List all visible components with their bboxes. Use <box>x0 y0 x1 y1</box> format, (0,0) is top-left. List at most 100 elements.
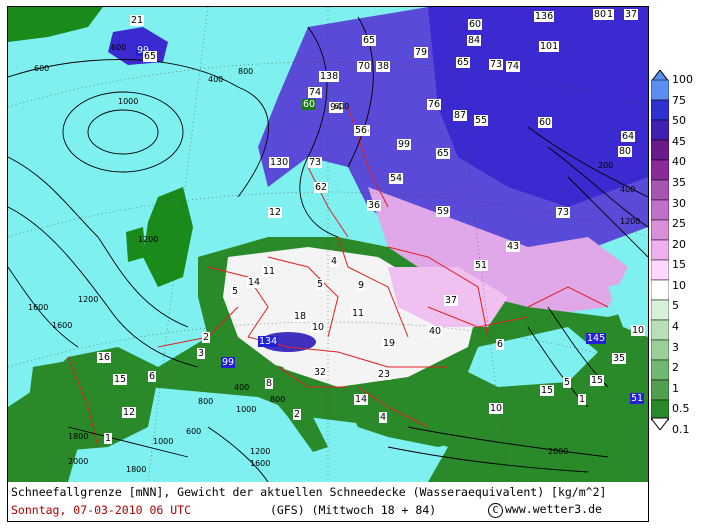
snow-label: 94 <box>329 102 344 113</box>
snow-label: 6 <box>496 339 505 350</box>
snow-label: 65 <box>436 148 451 159</box>
legend-tick-label: 30 <box>672 196 686 210</box>
isoline-label: 2000 <box>548 447 569 456</box>
snow-label: 99 <box>397 139 412 150</box>
isoline-label: 2000 <box>68 457 89 466</box>
snow-label: 11 <box>351 308 366 319</box>
legend-tick-label: 5 <box>672 299 679 313</box>
isoline-label: 400 <box>620 185 636 194</box>
snow-label: 37 <box>624 9 639 20</box>
snow-label: 43 <box>506 241 521 252</box>
legend-swatch <box>651 99 669 121</box>
snow-label: 99 <box>221 357 236 368</box>
isoline-label: 1200 <box>78 295 99 304</box>
snow-label: 2 <box>293 409 302 420</box>
isoline-label: 1000 <box>236 405 257 414</box>
legend-swatch <box>651 199 669 221</box>
snow-label: 79 <box>414 47 429 58</box>
britain <box>143 187 193 287</box>
snow-label: 4 <box>379 412 388 423</box>
snow-label: 10 <box>489 403 504 414</box>
snow-label: 36 <box>367 200 382 211</box>
isoline-label: 1800 <box>68 432 89 441</box>
ireland <box>126 227 146 262</box>
italy <box>263 362 328 452</box>
caspian-sea <box>608 277 648 337</box>
map-canvas <box>8 7 648 482</box>
snow-label: 145 <box>586 333 607 344</box>
snow-label: 1 <box>578 394 587 405</box>
snow-label: 32 <box>313 367 328 378</box>
legend-swatch <box>651 239 669 261</box>
isoline-label: 1200 <box>620 217 641 226</box>
snow-label: 65 <box>143 51 158 62</box>
legend-swatch <box>651 79 669 101</box>
copyright-icon: C <box>488 503 503 518</box>
legend-tick-label: 15 <box>672 258 686 272</box>
snow-label: 74 <box>308 87 323 98</box>
snow-label: 21 <box>130 15 145 26</box>
legend-tick-label: 20 <box>672 237 686 251</box>
legend-swatch <box>651 319 669 341</box>
snow-label: 54 <box>389 173 404 184</box>
snow-label: 59 <box>436 206 451 217</box>
snow-label: 9 <box>357 280 366 291</box>
legend-swatch <box>651 159 669 181</box>
isoline-label: 1200 <box>138 235 159 244</box>
isoline-label: 800 <box>270 395 286 404</box>
snow-label: 138 <box>319 71 340 82</box>
legend-swatch <box>651 359 669 381</box>
isoline-label: 600 <box>34 64 50 73</box>
snow-label: 62 <box>314 182 329 193</box>
snow-label: 15 <box>113 374 128 385</box>
snow-label: 80 <box>618 146 633 157</box>
snow-label: 84 <box>467 35 482 46</box>
snow-label: 74 <box>506 61 521 72</box>
snow-label: 56 <box>354 125 369 136</box>
model-info: (GFS) (Mittwoch 18 + 84) <box>270 503 437 517</box>
legend-swatch <box>651 279 669 301</box>
snow-label: 10 <box>311 322 326 333</box>
run-date: Sonntag, 07-03-2010 06 UTC <box>11 503 192 517</box>
snow-label: 5 <box>316 279 325 290</box>
snow-label: 12 <box>268 207 283 218</box>
snow-label: 12 <box>122 407 137 418</box>
snow-label: 40 <box>428 326 443 337</box>
isoline-label: 600 <box>186 427 202 436</box>
legend-swatch <box>651 259 669 281</box>
legend-tick-label: 4 <box>672 320 679 334</box>
snow-label: 51 <box>630 393 645 404</box>
isoline-label: 1600 <box>250 459 271 468</box>
snow-label: 6 <box>148 371 157 382</box>
legend-bottom-arrow <box>651 417 669 430</box>
snow-label: 136 <box>534 11 555 22</box>
snow-label: 76 <box>427 99 442 110</box>
legend-tick-label: 50 <box>672 114 686 128</box>
snow-label: 60 <box>468 19 483 30</box>
snow-label: 65 <box>456 57 471 68</box>
legend-tick-label: 0.1 <box>672 423 690 436</box>
map-footer: Schneefallgrenze [mNN], Gewicht der aktu… <box>7 482 649 522</box>
snow-label: 23 <box>377 369 392 380</box>
snow-label: 65 <box>362 35 377 46</box>
legend-tick-label: 1 <box>672 381 679 395</box>
isolines <box>8 16 648 482</box>
snow-label: 15 <box>540 385 555 396</box>
isoline-label: 1800 <box>126 465 147 474</box>
snow-label: 11 <box>262 266 277 277</box>
legend-tick-label: 10 <box>672 278 686 292</box>
snow-label: 1 <box>104 433 113 444</box>
isoline-label: 1600 <box>28 303 49 312</box>
snow-deep-north <box>428 7 648 207</box>
snow-label: 55 <box>474 115 489 126</box>
legend-tick-label: 3 <box>672 340 679 354</box>
turkey <box>478 387 648 467</box>
legend-swatch <box>651 139 669 161</box>
isoline-label: 1000 <box>153 437 174 446</box>
snow-label: 4 <box>330 256 339 267</box>
snow-label: 73 <box>308 157 323 168</box>
legend-tick-label: 45 <box>672 134 686 148</box>
legend-swatch <box>651 299 669 321</box>
isoline-label: 400 <box>234 383 250 392</box>
